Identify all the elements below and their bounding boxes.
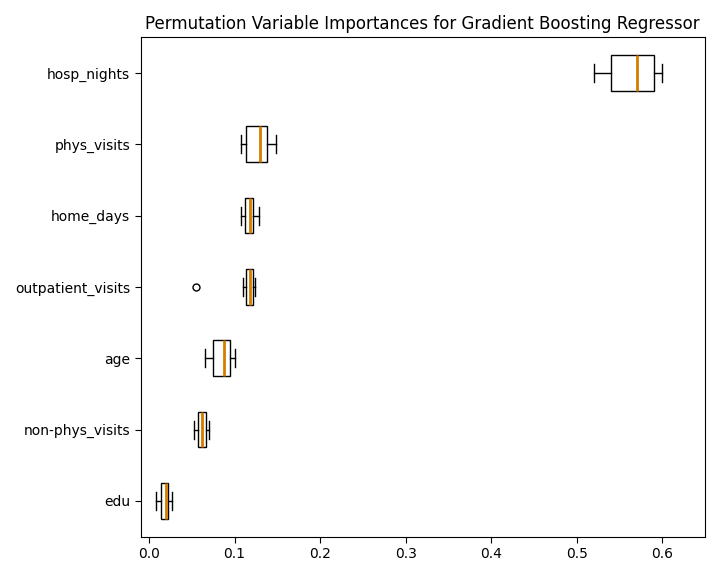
PathPatch shape <box>161 483 168 519</box>
PathPatch shape <box>246 127 267 162</box>
PathPatch shape <box>245 198 253 233</box>
PathPatch shape <box>198 412 205 448</box>
Title: Permutation Variable Importances for Gradient Boosting Regressor: Permutation Variable Importances for Gra… <box>145 15 700 33</box>
PathPatch shape <box>611 55 654 91</box>
PathPatch shape <box>213 340 230 376</box>
PathPatch shape <box>246 269 253 305</box>
